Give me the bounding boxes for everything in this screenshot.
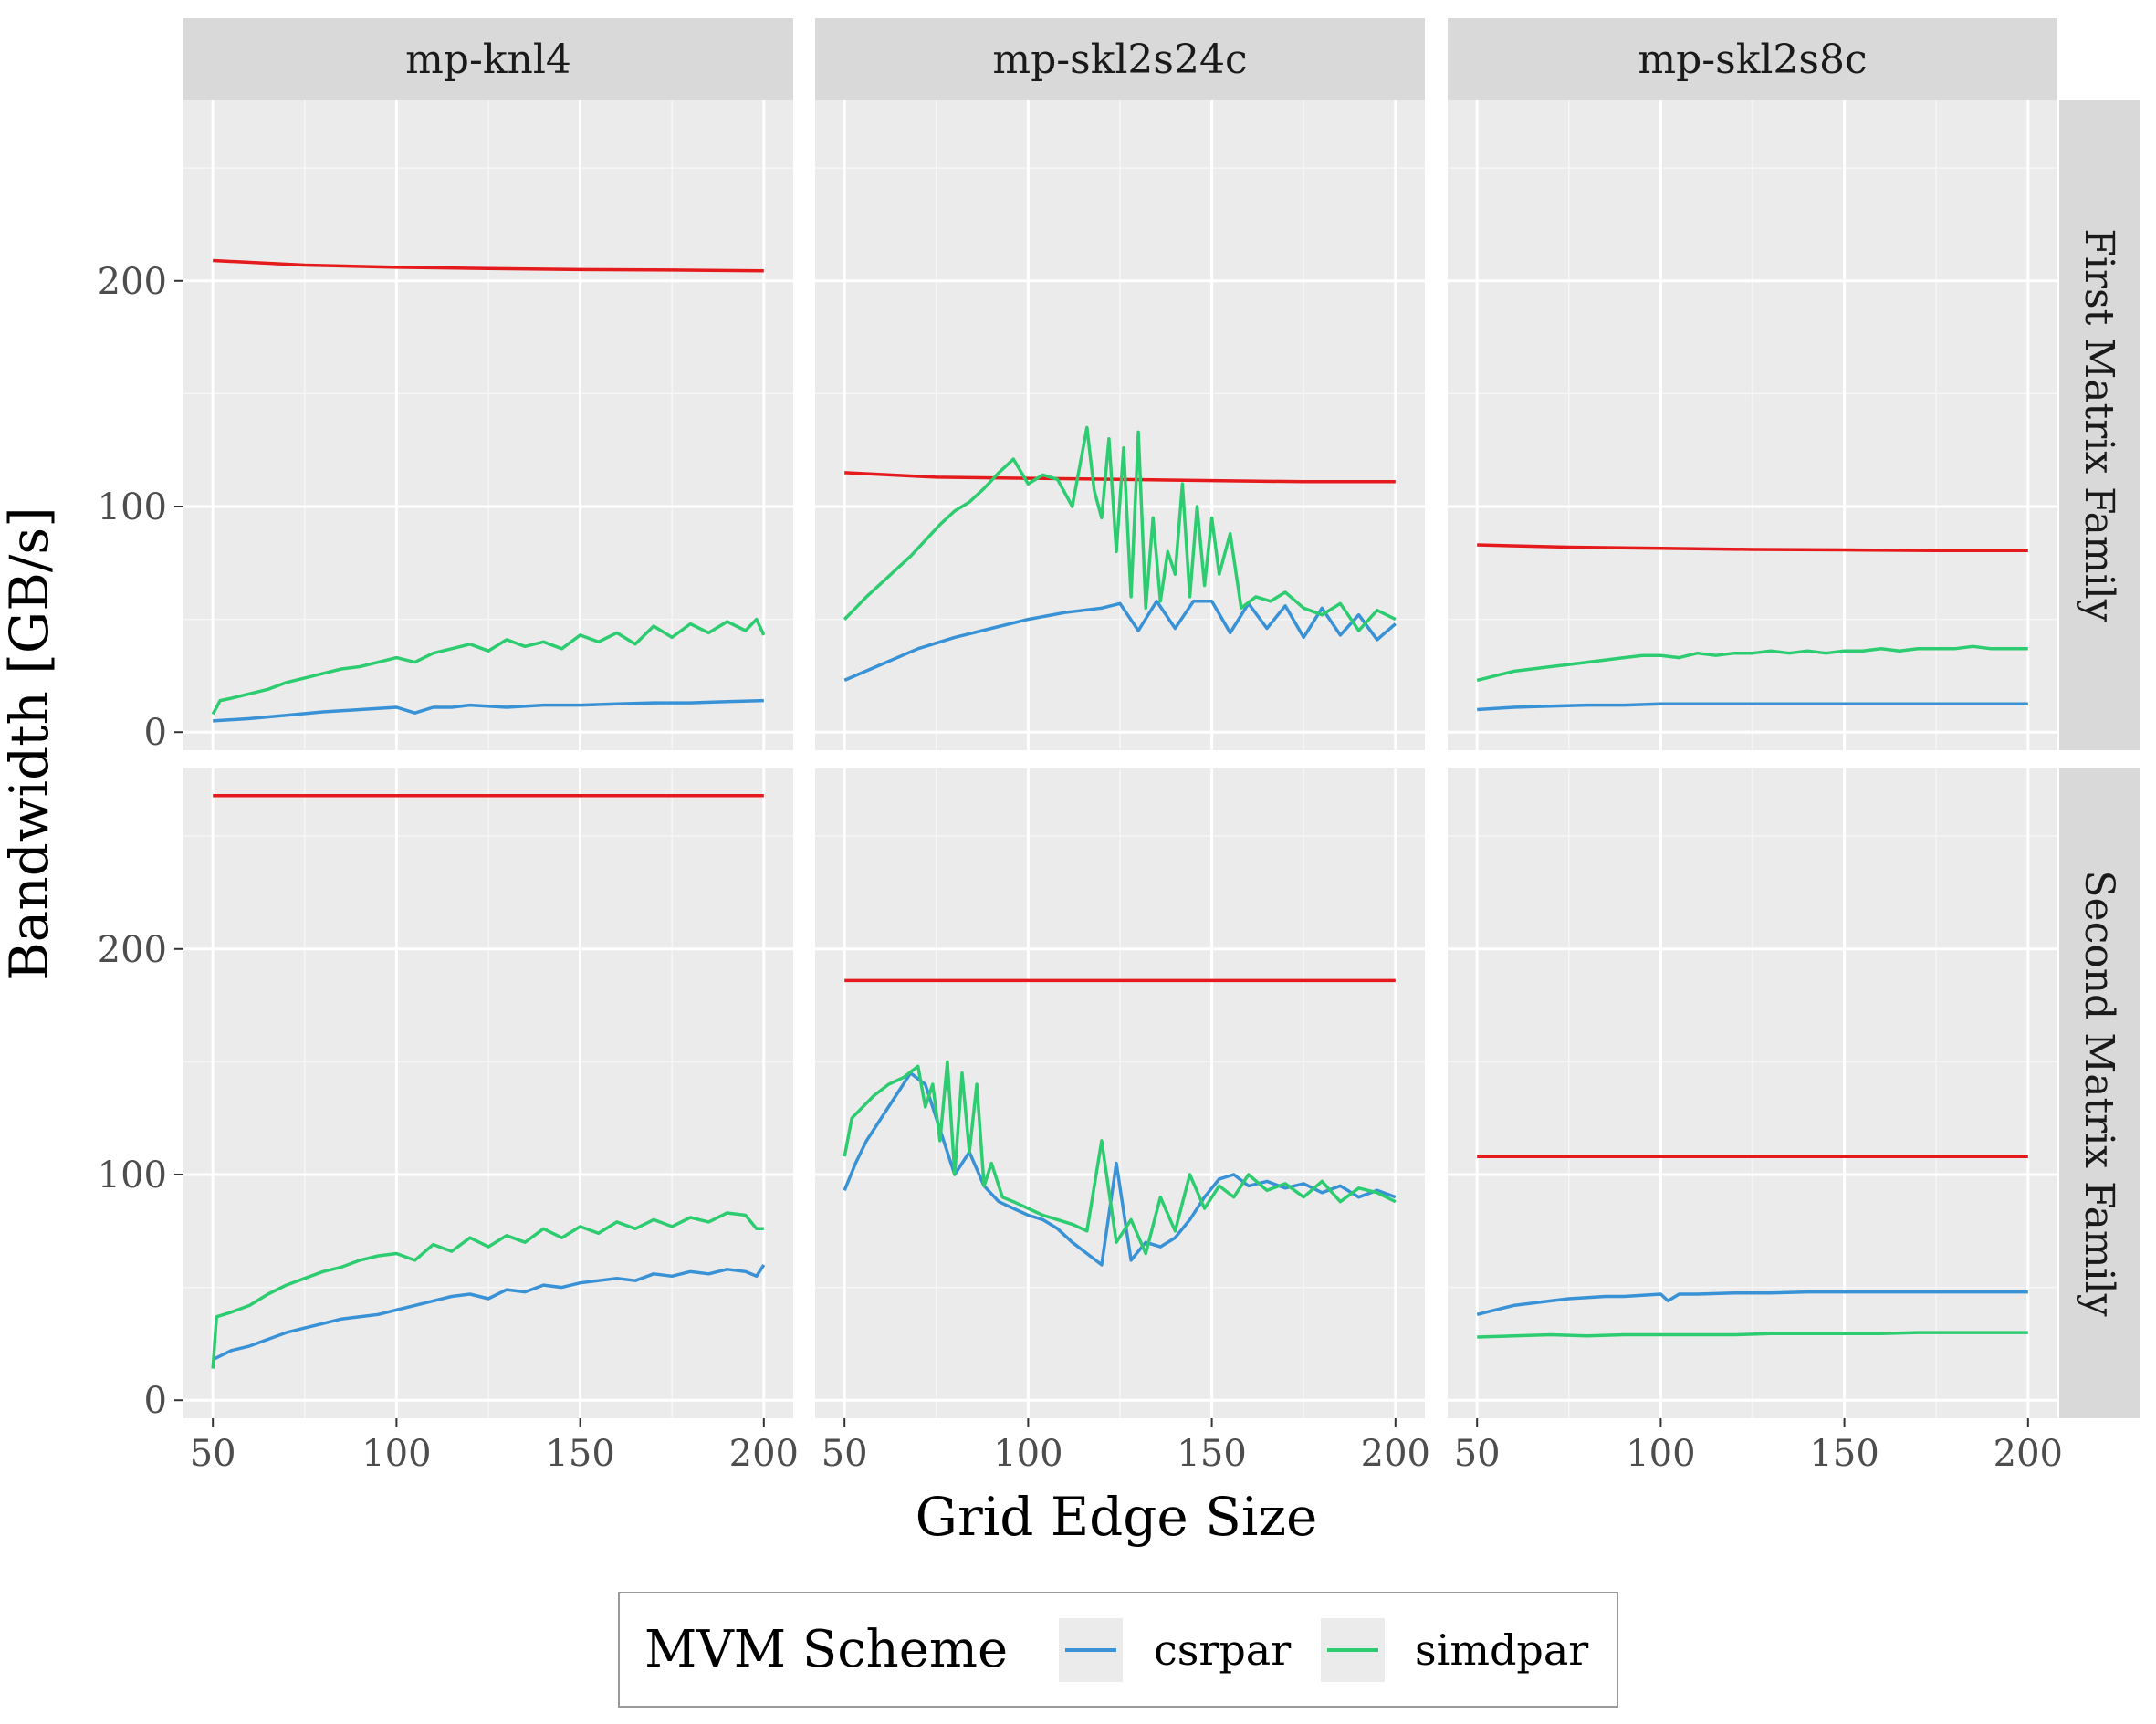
- y-tick-label: 200: [98, 929, 167, 971]
- panel-1-1: [815, 768, 1425, 1418]
- series-line-simdpar: [211, 1211, 764, 1369]
- strips-layer: mp-knl4 mp-skl2s24c mp-skl2s8c First Matrix…: [183, 18, 2140, 1418]
- series-line-simdpar: [843, 425, 1397, 632]
- y-tick-label: 0: [144, 712, 167, 754]
- series-line-csrpar: [843, 1071, 1397, 1267]
- strip-background: [1448, 18, 2057, 100]
- series-line-csrpar: [1476, 1290, 2028, 1316]
- y-tick-label: 200: [98, 261, 167, 303]
- x-tick-label: 100: [361, 1433, 431, 1475]
- legend-label-simdpar: simdpar: [1415, 1625, 1588, 1675]
- strip-background: [815, 18, 1425, 100]
- x-tick-label: 200: [729, 1433, 799, 1475]
- legend-label-csrpar: csrpar: [1154, 1625, 1291, 1675]
- panel-1-2: [1448, 768, 2057, 1418]
- y-tick-label: 0: [144, 1380, 167, 1422]
- row-strip-0: First Matrix Family: [2059, 100, 2140, 750]
- row-strip-label: Second Matrix Family: [2076, 870, 2122, 1316]
- column-strip-1: mp-skl2s24c: [815, 18, 1425, 100]
- series-line-csrpar: [212, 1263, 766, 1362]
- panel-1-0: [183, 768, 793, 1418]
- x-tick-label: 200: [1361, 1433, 1430, 1475]
- strip-background: [2059, 100, 2140, 750]
- y-tick-label: 100: [98, 486, 167, 528]
- column-strip-label: mp-knl4: [405, 37, 571, 83]
- x-tick-label: 150: [1177, 1433, 1246, 1475]
- panel-0-1: [815, 100, 1425, 750]
- series-line-simdpar: [843, 1060, 1397, 1256]
- row-strip-1: Second Matrix Family: [2059, 768, 2140, 1418]
- x-tick-label: 100: [1626, 1433, 1695, 1475]
- peak-line: [213, 258, 764, 273]
- series-line-simdpar: [1477, 1331, 2028, 1339]
- series-line-csrpar: [1477, 702, 2028, 712]
- series-line-simdpar: [1476, 644, 2028, 683]
- y-axis-title: Bandwidth [GB/s]: [0, 507, 60, 981]
- column-strip-0: mp-knl4: [183, 18, 793, 100]
- column-strip-label: mp-skl2s8c: [1638, 37, 1867, 83]
- peak-line: [1477, 543, 2028, 552]
- strip-background: [183, 18, 793, 100]
- x-tick-label: 100: [993, 1433, 1062, 1475]
- row-strip-label: First Matrix Family: [2076, 228, 2122, 622]
- x-tick-label: 200: [1994, 1433, 2063, 1475]
- panel-0-0: [183, 100, 793, 750]
- x-tick-label: 150: [545, 1433, 614, 1475]
- x-tick-label: 50: [1454, 1433, 1501, 1475]
- axes-layer: 0 100 200 0 100 200 50 100 150 200 50 100 150 200 50 10…: [98, 261, 2063, 1475]
- panels-layer: [183, 100, 2057, 1418]
- column-strip-label: mp-skl2s24c: [992, 37, 1247, 83]
- series-line-csrpar: [213, 698, 764, 723]
- strip-background: [2059, 768, 2140, 1418]
- y-tick-label: 100: [98, 1155, 167, 1196]
- panel-0-2: [1448, 100, 2057, 750]
- series-line-simdpar: [211, 617, 766, 716]
- column-strip-2: mp-skl2s8c: [1448, 18, 2057, 100]
- x-tick-label: 50: [190, 1433, 236, 1475]
- x-tick-label: 150: [1809, 1433, 1879, 1475]
- legend-title: MVM Scheme: [644, 1620, 1008, 1679]
- x-tick-label: 50: [822, 1433, 868, 1475]
- x-axis-title: Grid Edge Size: [916, 1486, 1318, 1548]
- legend: MVM Scheme csrpar simdpar: [618, 1592, 1618, 1708]
